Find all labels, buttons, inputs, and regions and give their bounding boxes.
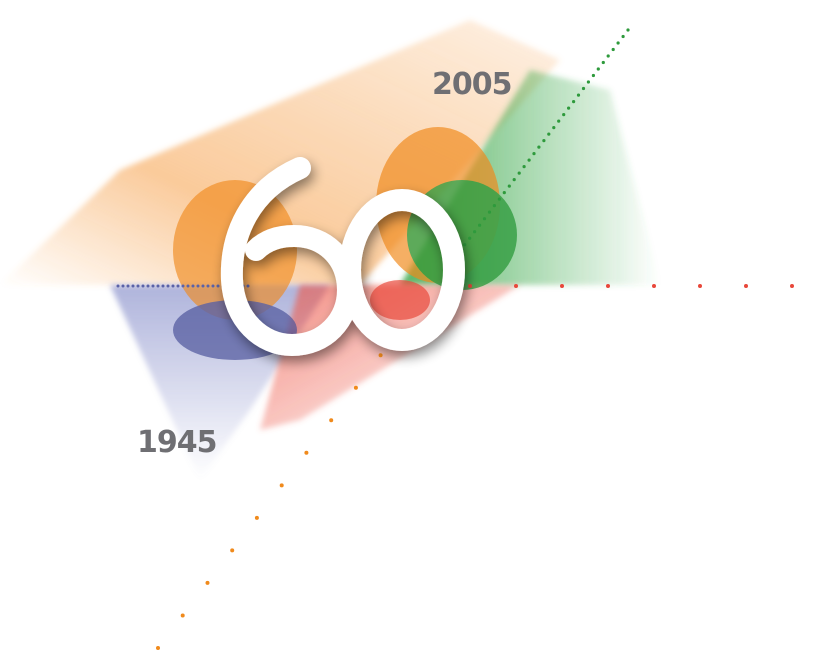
timeline-dot: [744, 284, 748, 288]
orange-wedge: [0, 20, 560, 285]
timeline-dot: [463, 243, 467, 247]
main-number-60: [220, 157, 465, 357]
timeline-dot: [626, 28, 630, 32]
timeline-dot: [542, 139, 546, 143]
timeline-dot: [196, 284, 200, 288]
timeline-dot: [473, 230, 477, 234]
timeline-dot: [304, 450, 309, 455]
timeline-dot: [581, 86, 586, 91]
timeline-dot: [596, 67, 600, 71]
timeline-dot: [492, 204, 496, 208]
timeline-dot: [136, 284, 140, 288]
timeline-dot: [230, 548, 235, 553]
timeline-dot: [156, 284, 160, 288]
timeline-dot: [166, 284, 170, 288]
timeline-dot: [547, 132, 551, 136]
timeline-dot: [141, 284, 145, 288]
timeline-dot: [591, 73, 596, 78]
timeline-dot: [161, 284, 165, 288]
timeline-dot: [522, 165, 526, 169]
timeline-dot: [246, 284, 250, 288]
timeline-dot: [567, 106, 571, 110]
timeline-dot: [171, 284, 175, 288]
timeline-dot: [586, 80, 591, 84]
timeline-dot: [560, 284, 564, 288]
timeline-dot: [507, 184, 511, 188]
timeline-dot: [205, 580, 210, 585]
timeline-dot: [329, 418, 334, 423]
timeline-dot: [601, 60, 605, 65]
timeline-dot: [790, 284, 794, 288]
timeline-dot: [478, 223, 482, 227]
timeline-dot: [378, 353, 383, 358]
timeline-dot: [146, 284, 150, 288]
timeline-dot: [621, 34, 625, 39]
timeline-dot: [126, 284, 130, 288]
timeline-dot: [186, 284, 190, 288]
timeline-dot: [576, 93, 581, 97]
timeline-dot: [532, 152, 536, 156]
timeline-dot: [151, 284, 155, 288]
timeline-dot: [482, 217, 487, 221]
timeline-dot: [216, 284, 220, 288]
timeline-dot: [191, 284, 195, 288]
timeline-dot: [611, 47, 615, 52]
timeline-dot: [497, 197, 501, 201]
timeline-dot: [562, 113, 566, 117]
timeline-dot: [557, 119, 561, 123]
timeline-dot: [279, 483, 284, 488]
timeline-dot: [181, 284, 185, 288]
timeline-dot: [131, 284, 135, 288]
timeline-dot: [487, 210, 492, 214]
timeline-dot: [527, 158, 531, 162]
diagonal-timeline-dots: [156, 28, 630, 650]
timeline-dot: [616, 41, 620, 45]
timeline-dot: [180, 613, 185, 618]
timeline-dot: [121, 284, 125, 288]
timeline-dot: [537, 145, 541, 149]
timeline-dot: [606, 284, 610, 288]
timeline-dot: [353, 385, 358, 390]
timeline-dot: [606, 54, 610, 58]
timeline-dot: [116, 284, 120, 288]
timeline-dot: [502, 191, 506, 195]
timeline-dot: [572, 100, 576, 104]
timeline-dot: [156, 646, 160, 650]
timeline-dot: [698, 284, 702, 288]
timeline-dot: [552, 126, 556, 130]
timeline-dot: [512, 178, 516, 182]
timeline-dot: [468, 236, 472, 240]
timeline-dot: [517, 171, 521, 175]
end-year-label: 2005: [432, 67, 512, 102]
timeline-dot: [201, 284, 205, 288]
timeline-dot: [206, 284, 210, 288]
timeline-dot: [211, 284, 215, 288]
timeline-dot: [652, 284, 656, 288]
start-year-label: 1945: [137, 425, 217, 460]
timeline-dot: [514, 284, 518, 288]
timeline-dot: [254, 515, 259, 520]
timeline-dot: [176, 284, 180, 288]
timeline-dot: [468, 284, 472, 288]
